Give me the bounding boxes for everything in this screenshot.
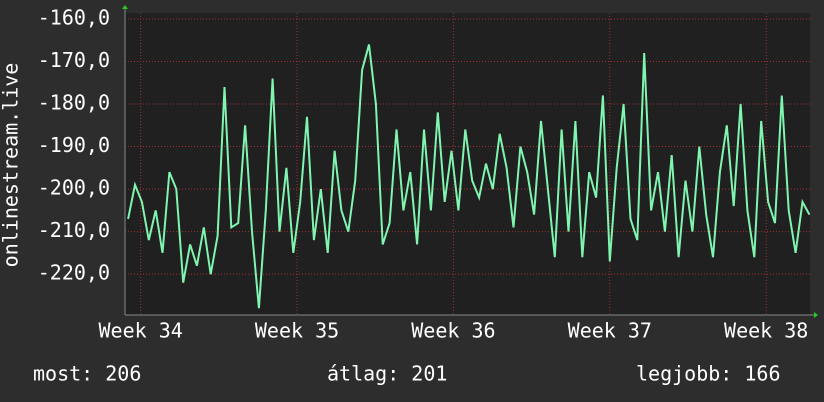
y-tick-label: -220,0 (38, 261, 110, 285)
plot-area (125, 13, 810, 315)
y-tick-label: -160,0 (38, 5, 110, 29)
y-tick-label: -200,0 (38, 176, 110, 200)
x-tick-label: Week 36 (411, 319, 495, 343)
x-tick-label: Week 34 (98, 319, 182, 343)
x-tick-label: Week 38 (724, 319, 808, 343)
y-tick-label: -210,0 (38, 218, 110, 242)
x-tick-label: Week 37 (568, 319, 652, 343)
y-tick-label: -170,0 (38, 48, 110, 72)
x-tick-label: Week 35 (255, 319, 339, 343)
y-tick-label: -190,0 (38, 133, 110, 157)
footer-stat: most: 206 (33, 362, 141, 386)
footer-stat: legjobb: 166 (636, 362, 781, 386)
y-axis-label: onlinestream.live (0, 63, 23, 268)
y-tick-label: -180,0 (38, 91, 110, 115)
y-axis-arrow (122, 5, 128, 9)
footer-stat: átlag: 201 (327, 362, 447, 386)
data-line (127, 44, 811, 309)
x-axis-arrow (814, 312, 818, 318)
